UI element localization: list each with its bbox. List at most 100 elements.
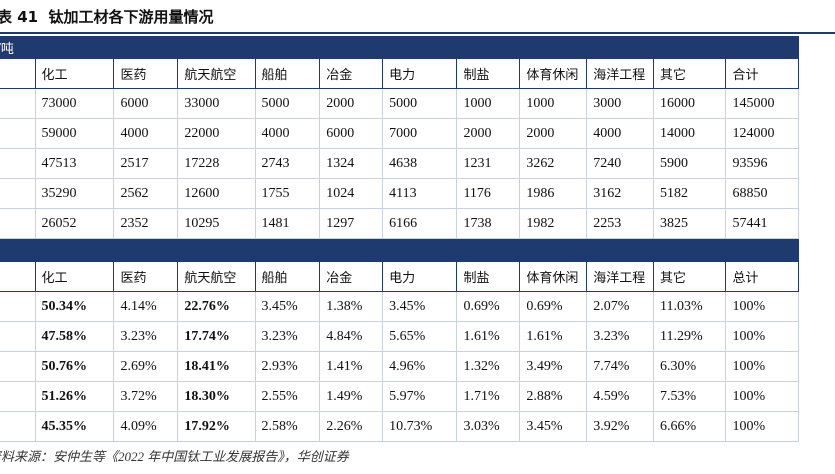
data-row: 2020475132517172282743132446381231326272… [0, 148, 799, 179]
header-row: 年份化工医药航天航空船舶冶金电力制盐体育休闲海洋工程其它合计 [0, 58, 799, 89]
cell: 2.69% [113, 351, 179, 382]
cell: 5900 [652, 148, 727, 179]
data-row: 202250.34%4.14%22.76%3.45%1.38%3.45%0.69… [0, 291, 799, 322]
header-cell: 年份 [0, 261, 36, 292]
cell: 100% [725, 381, 799, 412]
header-cell: 电力 [382, 58, 458, 89]
cell: 0.69% [456, 291, 521, 322]
cell: 2021 [0, 118, 36, 149]
cell: 2.88% [519, 381, 588, 412]
cell: 1000 [519, 88, 588, 119]
cell: 45.35% [34, 411, 115, 442]
cell: 1176 [456, 178, 521, 209]
cell: 2021 [0, 321, 36, 352]
section-row: 用量/吨 [0, 36, 799, 59]
header-cell: 总计 [725, 261, 799, 292]
cell: 17228 [177, 148, 256, 179]
title-rule [0, 32, 835, 34]
data-row: 202050.76%2.69%18.41%2.93%1.41%4.96%1.32… [0, 351, 799, 382]
data-row: 2022730006000330005000200050001000100030… [0, 88, 799, 119]
cell: 2000 [319, 88, 384, 119]
cell: 2022 [0, 291, 36, 322]
cell: 2018 [0, 411, 36, 442]
header-cell: 船舶 [254, 58, 321, 89]
cell: 4.59% [586, 381, 654, 412]
section-label: 用量/吨 [0, 36, 799, 59]
cell: 16000 [652, 88, 727, 119]
header-cell: 制盐 [456, 261, 521, 292]
cell: 12600 [177, 178, 256, 209]
cell: 2000 [519, 118, 588, 149]
cell: 2.58% [254, 411, 321, 442]
cell: 5.97% [382, 381, 458, 412]
header-cell: 医药 [113, 261, 179, 292]
cell: 10295 [177, 208, 256, 239]
cell: 3.23% [586, 321, 654, 352]
header-cell: 冶金 [319, 261, 384, 292]
cell: 2019 [0, 178, 36, 209]
header-cell: 其它 [652, 261, 727, 292]
cell: 4.84% [319, 321, 384, 352]
cell: 4000 [586, 118, 654, 149]
cell: 22000 [177, 118, 256, 149]
header-cell: 海洋工程 [586, 58, 654, 89]
cell: 7.74% [586, 351, 654, 382]
cell: 1755 [254, 178, 321, 209]
cell: 22.76% [177, 291, 256, 322]
cell: 2.55% [254, 381, 321, 412]
cell: 17.92% [177, 411, 256, 442]
section-label: 占比 [0, 238, 799, 262]
cell: 1.32% [456, 351, 521, 382]
cell: 1000 [456, 88, 521, 119]
cell: 2022 [0, 88, 36, 119]
cell: 6.30% [652, 351, 727, 382]
cell: 57441 [725, 208, 799, 239]
cell: 3262 [519, 148, 588, 179]
cell: 4113 [382, 178, 458, 209]
table-body: 用量/吨年份化工医药航天航空船舶冶金电力制盐体育休闲海洋工程其它合计202273… [0, 36, 799, 442]
cell: 4000 [113, 118, 179, 149]
cell: 5000 [382, 88, 458, 119]
cell: 18.30% [177, 381, 256, 412]
cell: 7000 [382, 118, 458, 149]
cell: 1.71% [456, 381, 521, 412]
cell: 2.07% [586, 291, 654, 322]
cell: 1231 [456, 148, 521, 179]
header-cell: 航天航空 [177, 261, 256, 292]
cell: 68850 [725, 178, 799, 209]
title: 图表 41 钛加工材各下游用量情况 [0, 8, 214, 26]
header-row: 年份化工医药航天航空船舶冶金电力制盐体育休闲海洋工程其它总计 [0, 261, 799, 292]
cell: 2019 [0, 381, 36, 412]
cell: 26052 [34, 208, 115, 239]
cell: 5182 [652, 178, 727, 209]
cell: 2020 [0, 148, 36, 179]
cell: 18.41% [177, 351, 256, 382]
cell: 50.76% [34, 351, 115, 382]
cell: 1297 [319, 208, 384, 239]
cell: 3.23% [254, 321, 321, 352]
cell: 3.45% [382, 291, 458, 322]
cell: 51.26% [34, 381, 115, 412]
header-cell: 制盐 [456, 58, 521, 89]
cell: 6.66% [652, 411, 727, 442]
cell: 7.53% [652, 381, 727, 412]
header-cell: 体育休闲 [519, 261, 588, 292]
data-row: 2019352902562126001755102441131176198631… [0, 178, 799, 209]
cell: 5000 [254, 88, 321, 119]
header-cell: 冶金 [319, 58, 384, 89]
header-cell: 海洋工程 [586, 261, 654, 292]
data-row: 201951.26%3.72%18.30%2.55%1.49%5.97%1.71… [0, 381, 799, 412]
cell: 10.73% [382, 411, 458, 442]
cell: 6000 [113, 88, 179, 119]
cell: 0.69% [519, 291, 588, 322]
cell: 1982 [519, 208, 588, 239]
cell: 1.38% [319, 291, 384, 322]
cell: 11.03% [652, 291, 727, 322]
cell: 3000 [586, 88, 654, 119]
cell: 4000 [254, 118, 321, 149]
header-cell: 船舶 [254, 261, 321, 292]
cell: 1324 [319, 148, 384, 179]
cell: 7240 [586, 148, 654, 179]
cell: 14000 [652, 118, 727, 149]
cell: 33000 [177, 88, 256, 119]
